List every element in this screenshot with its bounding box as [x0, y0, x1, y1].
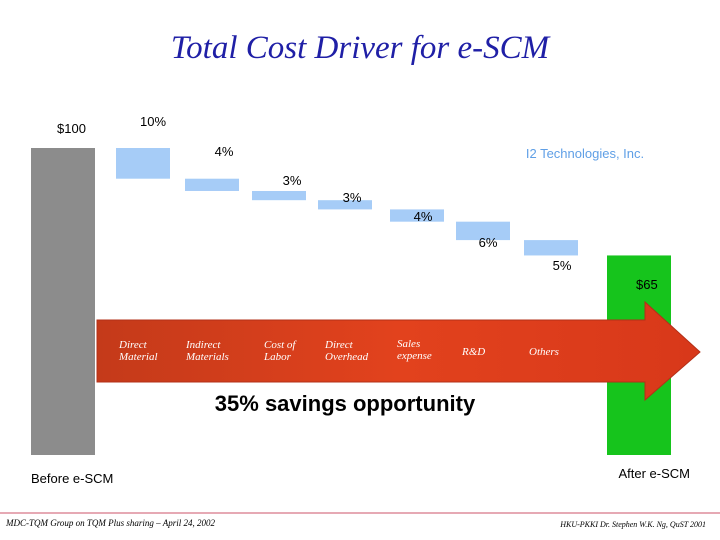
step-value-label: 3%: [343, 190, 362, 205]
footer-left-text: MDC-TQM Group on TQM Plus sharing – Apri…: [6, 518, 216, 528]
category-label-direct-overhead: Direct Overhead: [324, 339, 369, 363]
step-bar-r-d: [456, 221, 510, 241]
step-bar-cost-of-labor: [252, 190, 306, 201]
step-value-label: 5%: [553, 258, 572, 273]
step-value-label: 10%: [140, 114, 166, 129]
step-bar-direct-material: [116, 148, 170, 179]
footer-divider: [0, 512, 720, 514]
category-label-r-d: R&D: [461, 346, 485, 358]
start-bar: [31, 148, 95, 455]
step-value-label: 4%: [414, 209, 433, 224]
category-label-others: Others: [529, 346, 559, 358]
step-value-label: 6%: [479, 235, 498, 250]
end-category-label: After e-SCM: [618, 466, 690, 481]
savings-caption: 35% savings opportunity: [215, 391, 476, 416]
category-label-indirect-materials: Indirect Materials: [185, 339, 229, 363]
savings-arrow: [96, 300, 701, 402]
step-value-label: 4%: [215, 144, 234, 159]
step-bar-direct-overhead: [318, 200, 372, 210]
start-value-label: $100: [57, 121, 86, 136]
step-bar-others: [524, 240, 578, 256]
step-bar-sales-expense: [390, 209, 444, 222]
category-label-direct-material: Direct Material: [118, 339, 158, 363]
start-category-label: Before e-SCM: [31, 471, 113, 486]
step-value-label: 3%: [283, 173, 302, 188]
company-label: I2 Technologies, Inc.: [525, 146, 645, 161]
end-value-label: $65: [636, 277, 658, 292]
category-label-sales-expense: Sales expense: [397, 338, 432, 362]
footer-right-text: HKU-PKKI Dr. Stephen W.K. Ng, QuST 2001: [560, 520, 706, 529]
slide-title: Total Cost Driver for e-SCM: [170, 30, 550, 66]
step-bar-indirect-materials: [185, 178, 239, 191]
category-label-cost-of-labor: Cost of Labor: [263, 339, 297, 363]
